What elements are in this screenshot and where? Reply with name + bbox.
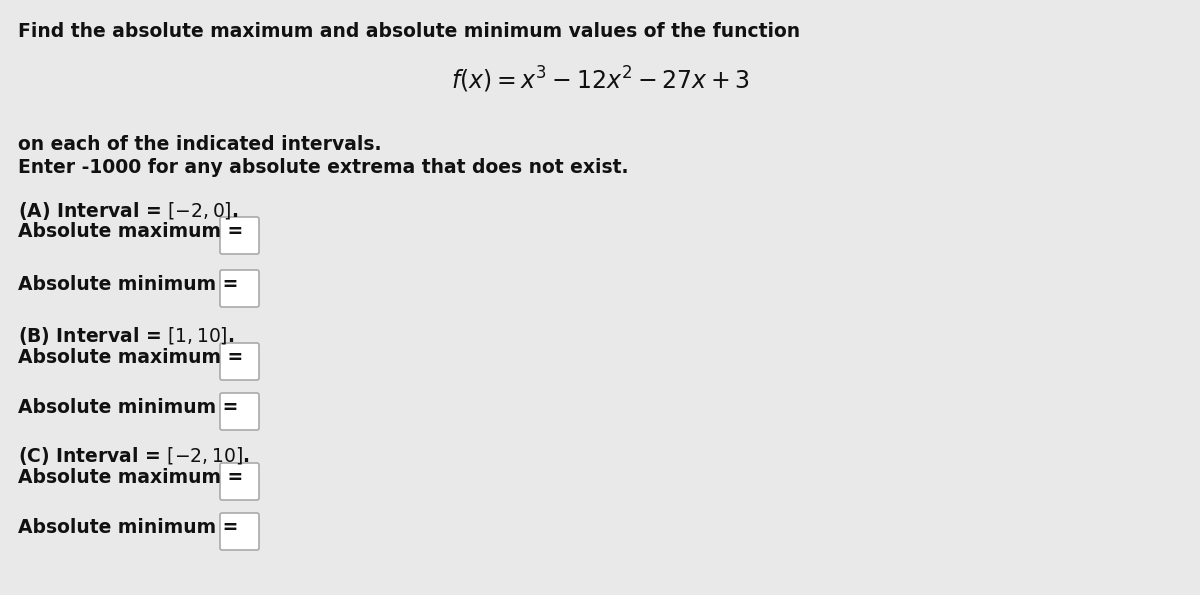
Text: Enter -1000 for any absolute extrema that does not exist.: Enter -1000 for any absolute extrema tha… [18,158,629,177]
Text: Absolute maximum =: Absolute maximum = [18,468,244,487]
FancyBboxPatch shape [220,513,259,550]
FancyBboxPatch shape [220,343,259,380]
Text: Absolute minimum =: Absolute minimum = [18,518,239,537]
Text: Absolute minimum =: Absolute minimum = [18,398,239,417]
FancyBboxPatch shape [220,217,259,254]
Text: (B) Interval = $[1, 10]$.: (B) Interval = $[1, 10]$. [18,325,234,347]
Text: (A) Interval = $[-2, 0]$.: (A) Interval = $[-2, 0]$. [18,200,239,222]
FancyBboxPatch shape [220,463,259,500]
Text: Find the absolute maximum and absolute minimum values of the function: Find the absolute maximum and absolute m… [18,22,800,41]
Text: on each of the indicated intervals.: on each of the indicated intervals. [18,135,382,154]
Text: (C) Interval = $[-2, 10]$.: (C) Interval = $[-2, 10]$. [18,445,250,467]
Text: $f(x) = x^3 - 12x^2 - 27x + 3$: $f(x) = x^3 - 12x^2 - 27x + 3$ [451,65,749,95]
Text: Absolute maximum =: Absolute maximum = [18,348,244,367]
FancyBboxPatch shape [220,270,259,307]
FancyBboxPatch shape [220,393,259,430]
Text: Absolute minimum =: Absolute minimum = [18,275,239,294]
Text: Absolute maximum =: Absolute maximum = [18,222,244,241]
